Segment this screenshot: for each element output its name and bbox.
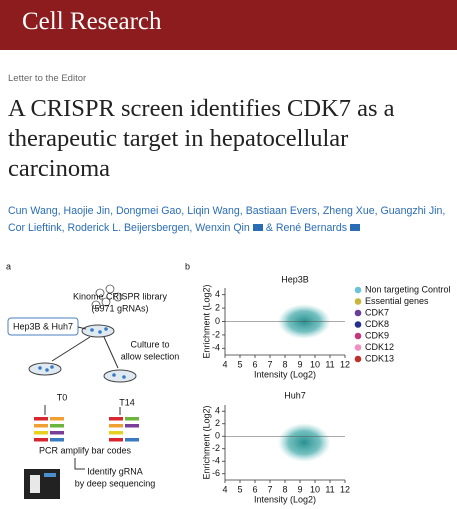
library-label: Kinome CRISPR library [73,291,168,301]
y-tick-label: 2 [215,418,220,428]
dish [81,324,115,338]
x-tick-label: 9 [297,359,302,369]
culture-label: allow selection [121,351,180,361]
figure: a b Kinome CRISPR library (5971 gRNAs) H… [6,261,451,504]
x-tick-label: 5 [237,359,242,369]
legend-label: Essential genes [365,296,429,306]
library-size: (5971 gRNAs) [91,303,148,313]
x-tick-label: 6 [252,359,257,369]
plot-title: Huh7 [284,390,306,400]
dish [28,362,62,376]
y-tick-label: -6 [212,468,220,478]
title-line: carcinoma [8,155,111,182]
article-type: Letter to the Editor [8,73,87,84]
timepoint-label: T0 [57,392,68,402]
legend-label: CDK13 [365,353,394,363]
cell-line-box [7,317,79,336]
legend-swatch [354,344,362,351]
bar-codes [34,417,139,442]
y-axis-label: Enrichment (Log2) [201,284,211,358]
legend-label: CDK12 [365,342,394,352]
email-icon[interactable] [350,224,361,231]
x-axis-label: Intensity (Log2) [254,494,316,504]
x-tick-label: 5 [237,484,242,494]
cell-line-label: Hep3B & Huh7 [13,321,73,331]
legend-label: Non targeting Control [365,284,451,294]
panel-label: a [6,261,11,271]
author-list[interactable]: Cun Wang, Haojie Jin, Dongmei Gao, Liqin… [8,205,446,234]
journal-name[interactable]: Cell Research [22,8,162,35]
pcr-label: PCR amplify bar codes [39,445,132,455]
legend-swatch [354,355,362,363]
arrows [44,326,121,470]
virus-icons [91,284,123,310]
authors: Cun Wang, Haojie Jin, Dongmei Gao, Liqin… [8,203,448,237]
x-tick-label: 8 [282,484,287,494]
y-tick-label: 4 [215,406,220,416]
y-tick-label: -4 [212,343,220,353]
y-axis-label: Enrichment (Log2) [201,405,211,479]
legend-swatch [354,332,362,340]
x-tick-label: 10 [310,484,320,494]
journal-header: Cell Research [0,0,457,50]
y-tick-label: 2 [215,302,220,312]
identify-label: by deep sequencing [75,478,156,488]
x-tick-label: 7 [267,359,272,369]
title-line: therapeutic target in hepatocellular [8,125,349,152]
y-tick-label: 4 [215,289,220,299]
email-icon[interactable] [252,224,263,231]
legend-label: CDK8 [365,319,389,329]
dish [103,369,137,383]
author-list[interactable]: & René Bernards [265,222,348,234]
legend-label: CDK9 [365,330,389,340]
y-tick-label: 0 [215,316,220,326]
x-tick-label: 9 [297,484,302,494]
x-tick-label: 10 [310,359,320,369]
legend-swatch [354,309,362,317]
y-tick-label: -4 [212,456,220,466]
y-tick-label: -2 [212,443,220,453]
x-tick-label: 6 [252,484,257,494]
identify-label: Identify gRNA [87,466,143,476]
panel-a-diagram [7,284,139,499]
y-tick-label: -2 [212,329,220,339]
x-tick-label: 4 [222,359,227,369]
cells [38,327,126,379]
x-tick-label: 7 [267,484,272,494]
timepoint-label: T14 [119,397,135,407]
title-line: A CRISPR screen identifies CDK7 as a [8,95,395,122]
panel-label: b [185,261,190,271]
x-tick-label: 12 [340,359,350,369]
legend-label: CDK7 [365,307,389,317]
y-tick-label: 0 [215,431,220,441]
legend-swatch [354,286,362,294]
x-tick-label: 11 [325,359,334,369]
legend-swatch [354,321,362,328]
x-axis-label: Intensity (Log2) [254,369,316,379]
point-cloud [277,423,331,462]
x-tick-label: 8 [282,359,287,369]
x-tick-label: 12 [340,484,350,494]
plot-title: Hep3B [281,274,309,284]
legend-swatch [354,298,362,305]
culture-label: Culture to [130,339,169,349]
x-tick-label: 11 [325,484,334,494]
x-tick-label: 4 [222,484,227,494]
article-title: A CRISPR screen identifies CDK7 as a the… [8,94,453,184]
sequencer-icon [24,469,60,499]
